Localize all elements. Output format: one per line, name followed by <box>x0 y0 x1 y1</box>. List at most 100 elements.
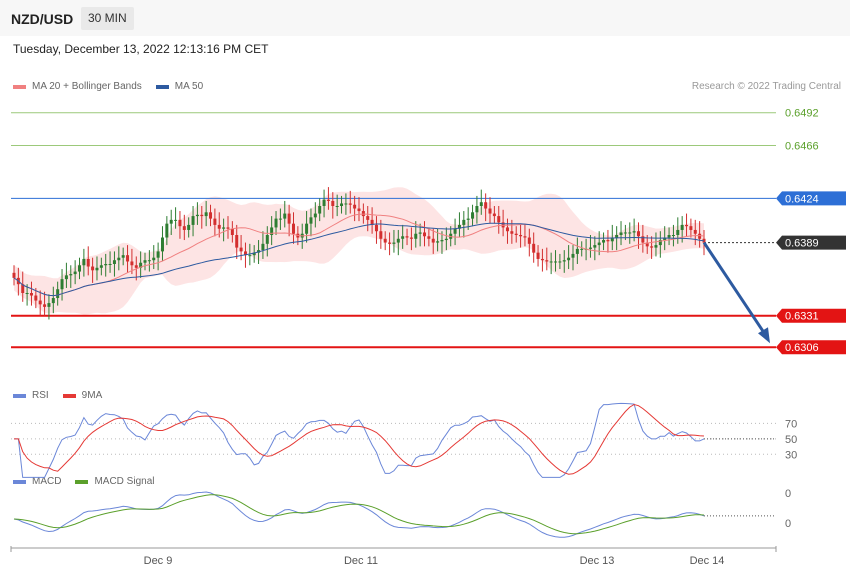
candle-body <box>213 218 217 225</box>
candle-body <box>658 240 662 246</box>
candle-body <box>156 251 160 258</box>
x-tick-label-2: Dec 13 <box>580 555 615 567</box>
candle-body <box>340 203 344 206</box>
candle-body <box>440 240 444 242</box>
candle-body <box>313 213 317 218</box>
candle-body <box>492 213 496 217</box>
candle-body <box>265 235 269 244</box>
candle-body <box>497 216 501 223</box>
candle-body <box>230 228 234 235</box>
candle-body <box>510 231 514 234</box>
candle-body <box>121 255 125 258</box>
candle-body <box>597 242 601 246</box>
candle-body <box>545 260 549 262</box>
candle-body <box>671 235 675 236</box>
candle-body <box>357 208 361 212</box>
candle-body <box>606 240 610 242</box>
candle-body <box>436 241 440 243</box>
candle-body <box>558 261 562 263</box>
candle-body <box>252 252 256 256</box>
candle-body <box>348 203 352 205</box>
candle-body <box>60 279 64 290</box>
candle-body <box>235 235 239 248</box>
candle-body <box>322 199 326 206</box>
macd-swatch <box>13 479 26 484</box>
candle-body <box>56 289 60 299</box>
candle-body <box>379 231 383 239</box>
candle-body <box>602 240 606 243</box>
ma20-legend-label: MA 20 + Bollinger Bands <box>32 81 142 92</box>
candle-body <box>130 261 134 266</box>
ma20-swatch <box>13 84 26 89</box>
candle-body <box>457 224 461 229</box>
candle-body <box>676 229 680 235</box>
candle-body <box>12 272 16 278</box>
candle-body <box>160 237 164 252</box>
candle-body <box>388 242 392 244</box>
candle-body <box>636 231 640 237</box>
price-legend: MA 20 + Bollinger Bands MA 50 <box>13 81 217 92</box>
candle-body <box>182 226 186 230</box>
candle-body <box>143 260 147 263</box>
candle-body <box>562 260 566 262</box>
candle-body <box>305 223 309 234</box>
candle-body <box>99 265 103 268</box>
candle-body <box>488 208 492 214</box>
candle-body <box>200 214 204 217</box>
ma50-swatch <box>155 84 169 89</box>
macd-tick-0: 0 <box>785 488 791 500</box>
candle-body <box>217 224 221 229</box>
candle-body <box>134 265 138 268</box>
candle-body <box>540 258 544 261</box>
candle-body <box>108 264 112 265</box>
candle-body <box>152 257 156 261</box>
candle-body <box>401 236 405 239</box>
candle-body <box>392 242 396 244</box>
candle-body <box>549 261 553 263</box>
ma50-line <box>13 222 705 297</box>
macd-tick-1: 0 <box>785 518 791 530</box>
timeframe-badge[interactable]: 30 MIN <box>81 7 134 30</box>
copyright-text: Research © 2022 Trading Central <box>691 81 841 92</box>
candle-body <box>283 213 287 219</box>
candle-body <box>532 243 536 253</box>
candle-body <box>405 236 409 238</box>
candle-body <box>248 255 252 257</box>
candle-body <box>431 238 435 243</box>
candle-body <box>169 219 173 224</box>
candle-body <box>615 235 619 238</box>
candle-body <box>287 213 291 224</box>
candle-body <box>654 245 658 248</box>
candle-body <box>366 216 370 220</box>
macd-signal-swatch <box>75 479 89 484</box>
level-label-3: 0.6389 <box>785 238 819 250</box>
candle-body <box>536 252 540 259</box>
candle-body <box>527 237 531 244</box>
forecast-arrow <box>702 241 769 339</box>
candle-body <box>423 232 427 237</box>
candle-body <box>444 238 448 241</box>
candle-body <box>326 199 330 201</box>
candle-body <box>82 258 86 266</box>
candle-body <box>685 224 689 227</box>
candle-body <box>29 293 33 296</box>
candle-body <box>47 303 51 307</box>
candle-body <box>462 219 466 225</box>
macd-signal-legend-label: MACD Signal <box>94 476 155 487</box>
candle-body <box>650 246 654 248</box>
ma50-legend-label: MA 50 <box>174 81 204 92</box>
rsi-legend-label: RSI <box>32 390 49 401</box>
candle-body <box>104 264 108 266</box>
candle-body <box>610 237 614 242</box>
candle-body <box>519 235 523 237</box>
rsi-ma-swatch <box>62 393 76 398</box>
candle-body <box>427 236 431 239</box>
rsi-tick-2: 30 <box>785 449 797 461</box>
level-label-4: 0.6331 <box>785 311 819 323</box>
candle-body <box>43 304 47 307</box>
x-tick-label-0: Dec 9 <box>144 555 173 567</box>
candle-body <box>174 219 178 221</box>
candle-body <box>632 231 636 233</box>
level-label-5: 0.6306 <box>785 342 819 354</box>
